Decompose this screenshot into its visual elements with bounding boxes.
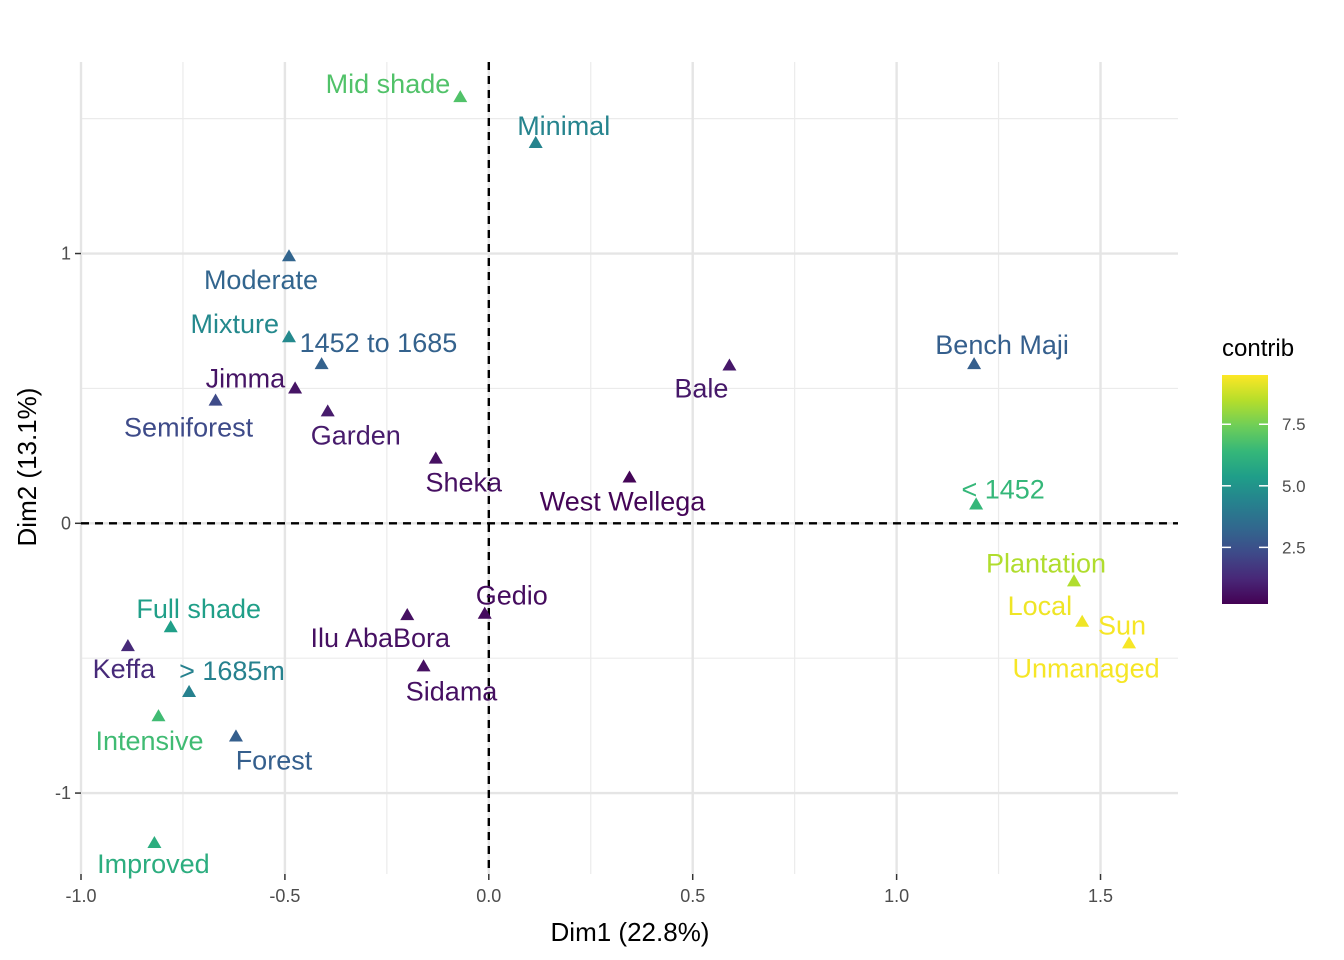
data-point [288,381,303,394]
x-tick-label: 1.0 [884,886,909,906]
data-point [428,451,443,464]
data-point-label: < 1452 [961,474,1044,504]
data-point-label: Plantation [986,548,1106,578]
data-point [1075,614,1090,627]
data-points [120,90,1137,849]
data-point-label: Forest [236,745,313,775]
data-point [416,659,431,672]
legend-title: contrib [1222,335,1294,362]
data-point [320,404,335,417]
data-point-label: Sidama [406,676,499,706]
data-point [314,357,329,370]
data-point-label: Garden [311,420,401,450]
data-point [528,135,543,148]
data-point-label: Mid shade [326,69,451,99]
data-point-label: Ilu AbaBora [310,623,451,653]
data-point-label: Gedio [476,581,548,611]
y-axis-ticks: -1 0 1 [55,244,81,803]
data-point-label: Sun [1098,610,1146,640]
data-point [453,90,468,103]
data-point-label: Unmanaged [1013,653,1160,683]
data-point-label: Moderate [204,265,318,295]
data-point [151,709,166,722]
data-point [281,330,296,343]
data-point [1122,636,1137,649]
data-point [120,639,135,652]
data-point [622,470,637,483]
data-point-label: Bench Maji [935,330,1069,360]
data-point [182,684,197,697]
data-point [967,357,982,370]
data-point [228,729,243,742]
y-tick-label: 1 [61,244,71,264]
x-axis-ticks: -1.0 -0.5 0.0 0.5 1.0 1.5 [65,874,1113,906]
colorbar-ticks: 2.5 5.0 7.5 [1222,415,1306,557]
colorbar [1222,375,1268,604]
data-point-label: Semiforest [124,413,254,443]
data-point-label: > 1685m [179,656,285,686]
x-tick-label: -0.5 [269,886,300,906]
y-tick-label: 0 [61,513,71,533]
data-point-label: Keffa [93,654,157,684]
y-tick-label: -1 [55,783,71,803]
data-point [281,249,296,262]
color-legend: contrib 2.5 5.0 7.5 [1222,335,1306,604]
data-point-label: West Wellega [540,486,707,516]
data-point-label: Bale [674,373,728,403]
x-tick-label: -1.0 [65,886,96,906]
y-axis-title: Dim2 (13.1%) [12,388,42,547]
data-point [163,620,178,633]
minor-gridlines [81,62,1178,874]
data-point-label: Sheka [426,468,504,498]
data-point-label: Local [1008,591,1073,621]
data-point [1067,574,1082,587]
data-point-label: Mixture [190,309,279,339]
x-tick-label: 0.0 [476,886,501,906]
major-gridlines [79,62,1178,874]
data-point [400,608,415,621]
colorbar-tick-label: 7.5 [1282,415,1306,434]
data-point [147,835,162,849]
x-tick-label: 0.5 [680,886,705,906]
data-point-label: Improved [97,849,210,879]
data-point [477,606,492,619]
colorbar-tick-label: 2.5 [1282,538,1306,557]
x-tick-label: 1.5 [1088,886,1113,906]
reference-lines [81,62,1178,874]
data-point [722,358,737,371]
data-point [208,393,223,406]
data-point-label: Full shade [136,594,261,624]
data-point-label: 1452 to 1685 [300,328,458,358]
data-point-label: Jimma [206,363,286,393]
data-point-label: Intensive [95,726,203,756]
colorbar-tick-label: 5.0 [1282,477,1306,496]
data-point-label: Minimal [517,111,610,141]
data-point-labels: Mid shade Minimal Moderate Mixture 1452 to 1… [93,69,1160,879]
data-point [969,497,984,510]
x-axis-title: Dim1 (22.8%) [551,917,710,947]
